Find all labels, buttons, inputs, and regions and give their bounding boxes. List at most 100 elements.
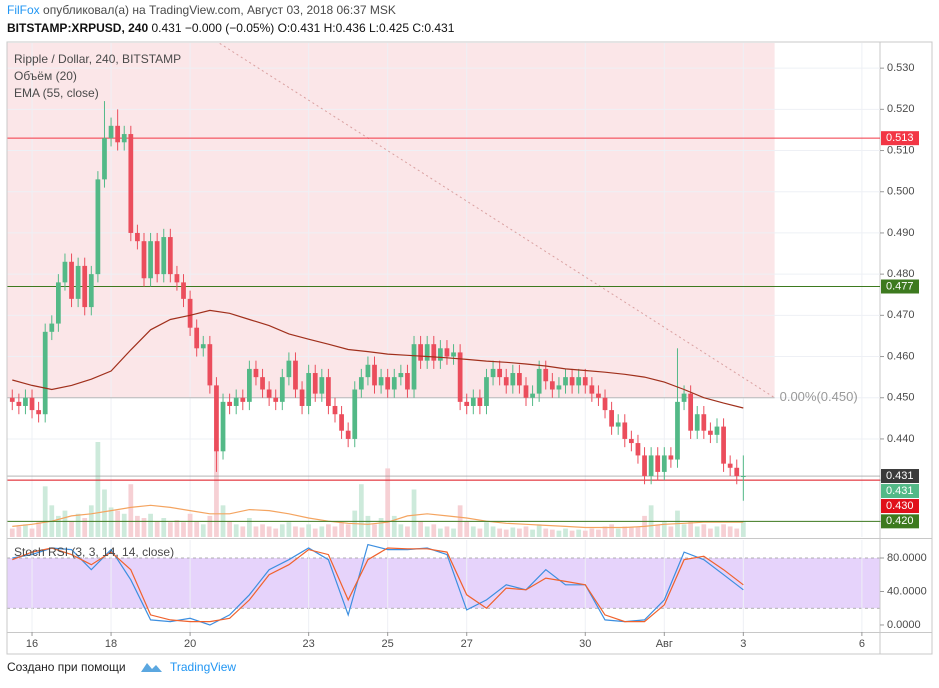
- fib-label: 0.00%(0.450): [780, 389, 858, 404]
- candle-body: [273, 397, 279, 402]
- candle-body: [135, 232, 140, 242]
- volume-bar: [681, 524, 687, 537]
- volume-bar: [740, 521, 746, 537]
- candle-body: [154, 241, 160, 275]
- y-tick-label: 0.520: [887, 103, 915, 115]
- volume-bar: [582, 530, 588, 537]
- candle-body: [734, 467, 740, 477]
- candle-body: [161, 237, 167, 275]
- volume-bar: [161, 518, 167, 537]
- volume-bar: [167, 522, 173, 537]
- candle-body: [115, 125, 121, 143]
- volume-bar: [602, 526, 608, 537]
- candle-body: [286, 360, 292, 378]
- candle-body: [279, 377, 285, 402]
- volume-bar: [279, 524, 285, 537]
- volume-bar: [694, 526, 700, 537]
- candle-body: [174, 274, 180, 283]
- price-tag: [881, 499, 919, 514]
- candle-body: [121, 134, 127, 143]
- candle-body: [510, 373, 516, 386]
- candle-body: [372, 364, 377, 386]
- volume-bar: [391, 515, 397, 537]
- volume-bar: [299, 527, 305, 537]
- volume-bar: [240, 526, 246, 537]
- footer-brand[interactable]: TradingView: [170, 660, 236, 674]
- candle-body: [69, 261, 74, 299]
- header-line: FilFox опубликовал(а) на TradingView.com…: [7, 3, 396, 17]
- volume-bar: [444, 526, 450, 537]
- candle-body: [398, 373, 404, 378]
- candle-body: [642, 455, 647, 477]
- volume-bar: [523, 526, 529, 537]
- volume-bar: [293, 526, 298, 537]
- volume-bar: [378, 518, 384, 537]
- volume-bar: [556, 530, 562, 537]
- candle-body: [345, 430, 351, 439]
- candle-body: [253, 368, 259, 378]
- volume-bar: [701, 524, 707, 537]
- volume-bar: [615, 528, 621, 537]
- volume-ma: [12, 504, 744, 529]
- x-tick-label: Авг: [656, 638, 673, 650]
- volume-bar: [339, 522, 344, 537]
- price-tag-label: 0.477: [886, 280, 914, 292]
- price-tag-label: 0.430: [886, 500, 914, 512]
- frame: [6, 41, 933, 655]
- candle-body: [477, 397, 483, 406]
- candle-body: [108, 125, 114, 139]
- x-tick-label: 18: [105, 638, 117, 650]
- volume-bar: [563, 528, 568, 537]
- logo: [141, 663, 162, 672]
- ema-line: [12, 309, 744, 409]
- volume-bar: [629, 527, 634, 537]
- candle-body: [543, 368, 549, 382]
- volume-bar: [727, 526, 733, 537]
- candle-body: [661, 455, 667, 472]
- volume-bar: [247, 518, 252, 537]
- volume-bar: [135, 515, 140, 537]
- candle-body: [701, 414, 707, 431]
- volume-bar: [29, 528, 35, 537]
- volume-bar: [503, 529, 509, 537]
- y-tick-label: 0.480: [887, 268, 915, 280]
- candle-body: [431, 344, 437, 361]
- volume-bar: [273, 528, 279, 537]
- y-tick-label: 0.510: [887, 144, 915, 156]
- candle-body: [629, 438, 634, 444]
- candle-body: [29, 397, 35, 411]
- candle-body: [194, 327, 200, 349]
- candle-body: [740, 476, 746, 478]
- volume-bar: [214, 447, 219, 537]
- candle-body: [88, 274, 94, 308]
- candle-body: [556, 385, 562, 390]
- volume-bar: [326, 524, 331, 537]
- volume-bar: [148, 513, 153, 537]
- candle-body: [207, 344, 213, 386]
- volume-bar: [115, 510, 121, 537]
- candle-body: [609, 410, 614, 427]
- volume-bar: [596, 529, 601, 537]
- volume-bar: [253, 526, 259, 537]
- y-tick-label: 0.530: [887, 62, 915, 74]
- candle-body: [582, 377, 588, 386]
- volume-bar: [95, 442, 101, 537]
- candle-body: [424, 344, 430, 361]
- candle-body: [675, 401, 680, 460]
- price-tag: [881, 469, 919, 484]
- stoch-line: [12, 547, 744, 623]
- candle-body: [589, 385, 595, 394]
- candle-body: [62, 261, 68, 283]
- volume-bar: [438, 528, 443, 537]
- candle-body: [293, 360, 298, 390]
- candle-body: [721, 426, 726, 464]
- candle-body: [332, 405, 338, 415]
- candle-body: [365, 364, 371, 378]
- x-tick-label: 30: [579, 638, 591, 650]
- legend-indicator: EMA (55, close): [14, 86, 99, 100]
- candle-body: [299, 389, 305, 406]
- volume-bar: [734, 528, 740, 537]
- volume-bar: [227, 521, 232, 537]
- volume-bar: [405, 526, 410, 537]
